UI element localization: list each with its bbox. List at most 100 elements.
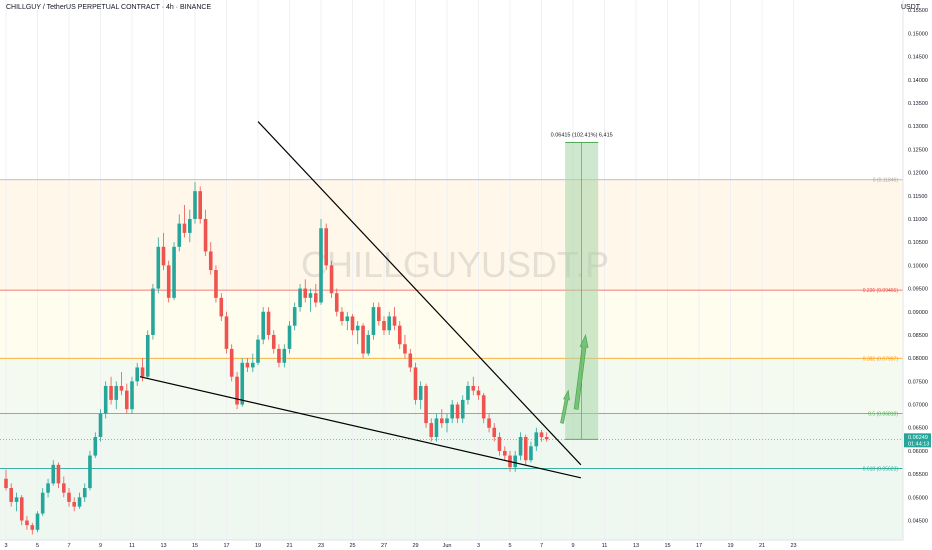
candle-body	[319, 228, 323, 303]
time-tick: 13	[633, 543, 639, 549]
price-tick: 0.12500	[908, 147, 928, 153]
candle-body	[224, 316, 229, 349]
candle-body	[88, 455, 92, 489]
candle-body	[334, 293, 339, 312]
candle-body	[340, 311, 344, 322]
price-tick: 0.15000	[908, 31, 928, 37]
price-tick: 0.08000	[908, 356, 928, 362]
candle-body	[198, 191, 202, 219]
candle-body	[544, 437, 549, 440]
candle-body	[135, 367, 139, 382]
up-arrow-icon	[573, 334, 589, 410]
price-tick: 0.05000	[908, 495, 928, 501]
candle-body	[266, 311, 271, 335]
candle-body	[287, 325, 292, 349]
time-tick: 21	[759, 543, 765, 549]
price-tick: 0.07500	[908, 379, 928, 385]
time-tick: 15	[192, 543, 198, 549]
candle-body	[481, 395, 486, 419]
candle-body	[418, 385, 423, 400]
candle-body	[387, 316, 391, 331]
price-tick: 0.13000	[908, 124, 928, 130]
candle-body	[460, 399, 465, 419]
time-tick: 9	[99, 543, 102, 549]
candle-body	[492, 427, 497, 438]
price-tick: 0.11000	[908, 217, 927, 223]
candle-body	[471, 385, 476, 391]
candle-body	[303, 288, 308, 298]
arrows	[560, 334, 589, 424]
candle-body	[329, 265, 334, 294]
candle-body	[140, 367, 145, 377]
candle-body	[125, 390, 129, 410]
time-tick: 29	[412, 543, 418, 549]
candle-body	[377, 307, 381, 322]
candle-body	[177, 223, 182, 247]
price-tick: 0.13500	[908, 101, 928, 107]
candle-body	[219, 297, 224, 317]
candle-body	[292, 307, 297, 326]
price-badge-time: 01:44:13	[908, 441, 929, 447]
time-tick: 23	[318, 543, 324, 549]
symbol-header: CHILLGUY / TetherUS PERPETUAL CONTRACT ·…	[6, 4, 212, 11]
candle-body	[513, 455, 517, 468]
candle-body	[366, 334, 371, 354]
candle-body	[119, 385, 124, 391]
candle-body	[455, 404, 460, 419]
candle-body	[172, 246, 176, 298]
candle-body	[497, 437, 502, 451]
candle-body	[72, 501, 76, 507]
price-tick: 0.06000	[908, 449, 928, 455]
candle-body	[145, 334, 150, 377]
candle-body	[82, 488, 87, 498]
candle-body	[487, 418, 491, 428]
currency-label: USDT	[900, 4, 920, 11]
target-zone: 0.06415 (102.41%) 6,415	[551, 132, 613, 440]
price-tick: 0.10500	[908, 240, 928, 246]
fib-label: 0.236 (0.09466)	[863, 288, 899, 294]
price-badge-value: 0.06249	[908, 435, 928, 441]
candle-body	[371, 307, 376, 335]
time-tick: 7	[67, 543, 70, 549]
candle-body	[413, 367, 418, 400]
time-axis[interactable]: 3 5 7 9 11 13 15 17 19 21 23 25 27 29 Jun 3 5 7 9 11 13 15 17 1…	[4, 543, 796, 549]
candle-body	[518, 437, 523, 456]
price-axis-bg	[903, 0, 932, 550]
candle-body	[261, 311, 265, 340]
price-axis[interactable]: 0.15500 0.15000 0.14500 0.14000 0.13500 0.130…	[908, 8, 928, 524]
time-tick: 3	[4, 543, 7, 549]
fib-zone	[0, 290, 903, 359]
candle-body	[156, 246, 161, 289]
price-tick: 0.14500	[908, 55, 928, 61]
price-tick: 0.07000	[908, 403, 928, 409]
candle-body	[67, 492, 71, 502]
candle-body	[397, 325, 402, 345]
target-label: 0.06415 (102.41%) 6,415	[551, 132, 613, 138]
candle-body	[161, 246, 166, 266]
time-tick: 3	[477, 543, 480, 549]
candle-body	[235, 376, 239, 405]
candle-body	[245, 362, 250, 368]
price-tick: 0.14000	[908, 78, 928, 84]
time-tick: 27	[381, 543, 387, 549]
candle-body	[429, 423, 434, 438]
price-tick: 0.12000	[908, 171, 928, 177]
candle-body	[77, 497, 82, 507]
fib-label: 0.618 (0.05623)	[863, 466, 899, 472]
fib-zone	[0, 179, 903, 291]
time-tick: 11	[602, 543, 608, 549]
price-tick: 0.09000	[908, 310, 928, 316]
candle-body	[350, 316, 355, 331]
candle-body	[188, 218, 192, 233]
price-tick: 0.11500	[908, 194, 927, 200]
candle-body	[25, 520, 29, 526]
candle-body	[529, 446, 533, 461]
price-tick: 0.06500	[908, 426, 928, 432]
price-badge-bg	[904, 433, 931, 448]
candle-body	[19, 497, 24, 521]
candle-body	[62, 483, 66, 493]
candle-body	[114, 385, 119, 400]
fib-zone	[0, 413, 903, 469]
candle-body	[56, 464, 61, 484]
